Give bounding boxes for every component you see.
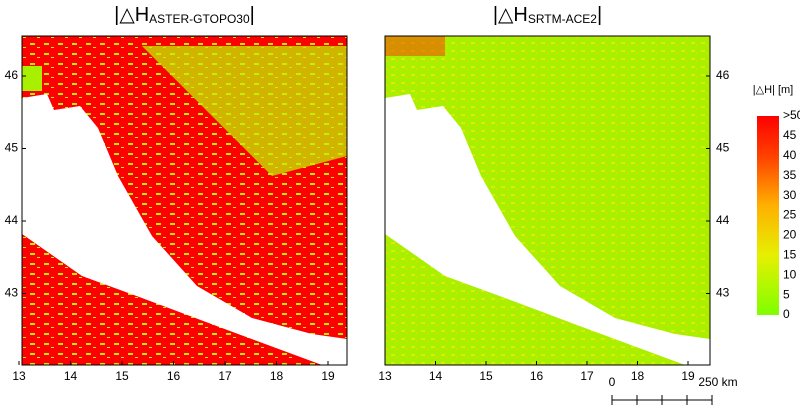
y-tick-label: 44 xyxy=(716,213,730,227)
y-tick-label: 44 xyxy=(5,213,19,227)
colorbar-label: 15 xyxy=(783,247,797,261)
panel-title: |△HSRTM-ACE2| xyxy=(493,4,602,26)
scalebar-start: 0 xyxy=(609,375,616,389)
colorbar-label: 0 xyxy=(783,307,790,321)
y-tick-label: 46 xyxy=(716,68,730,82)
colorbar-label: 20 xyxy=(783,228,797,242)
x-tick-label: 15 xyxy=(479,369,493,383)
title-subscript: SRTM-ACE2 xyxy=(528,12,597,26)
title-prefix: |△H xyxy=(114,4,149,26)
x-tick-label: 14 xyxy=(64,369,78,383)
title-prefix: |△H xyxy=(493,4,528,26)
x-tick-label: 13 xyxy=(378,369,392,383)
x-tick-label: 17 xyxy=(218,369,232,383)
x-tick-label: 17 xyxy=(580,369,594,383)
colorbar-label: 25 xyxy=(783,208,797,222)
map-patch xyxy=(385,36,445,56)
x-tick-label: 14 xyxy=(429,369,443,383)
map-patch xyxy=(22,66,42,91)
colorbar-title: |△H| [m] xyxy=(753,84,793,96)
colorbar xyxy=(757,116,779,315)
title-suffix: | xyxy=(250,4,255,26)
y-tick-label: 46 xyxy=(5,68,19,82)
sea xyxy=(385,94,710,365)
x-tick-label: 13 xyxy=(12,369,26,383)
panel-title: |△HASTER-GTOPO30| xyxy=(114,4,255,26)
x-tick-label: 19 xyxy=(681,369,695,383)
x-tick-label: 19 xyxy=(321,369,335,383)
x-tick-label: 18 xyxy=(631,369,645,383)
x-tick-label: 16 xyxy=(530,369,544,383)
x-tick-label: 16 xyxy=(167,369,181,383)
colorbar-label: >50 xyxy=(783,108,800,122)
colorbar-label: 40 xyxy=(783,148,797,162)
x-tick-label: 15 xyxy=(115,369,129,383)
title-suffix: | xyxy=(597,4,602,26)
scalebar-end: 250 km xyxy=(698,375,737,389)
map-patch xyxy=(142,46,347,176)
colorbar-label: 30 xyxy=(783,188,797,202)
colorbar-label: 35 xyxy=(783,168,797,182)
y-tick-label: 45 xyxy=(5,141,19,155)
title-subscript: ASTER-GTOPO30 xyxy=(149,12,250,26)
colorbar-label: 45 xyxy=(783,128,797,142)
x-tick-label: 18 xyxy=(270,369,284,383)
y-tick-label: 43 xyxy=(5,286,19,300)
colorbar-label: 10 xyxy=(783,267,797,281)
y-tick-label: 45 xyxy=(716,141,730,155)
colorbar-label: 5 xyxy=(783,287,790,301)
map-frame xyxy=(384,35,711,366)
y-tick-label: 43 xyxy=(716,286,730,300)
sea xyxy=(22,94,347,365)
map-frame xyxy=(21,35,348,366)
